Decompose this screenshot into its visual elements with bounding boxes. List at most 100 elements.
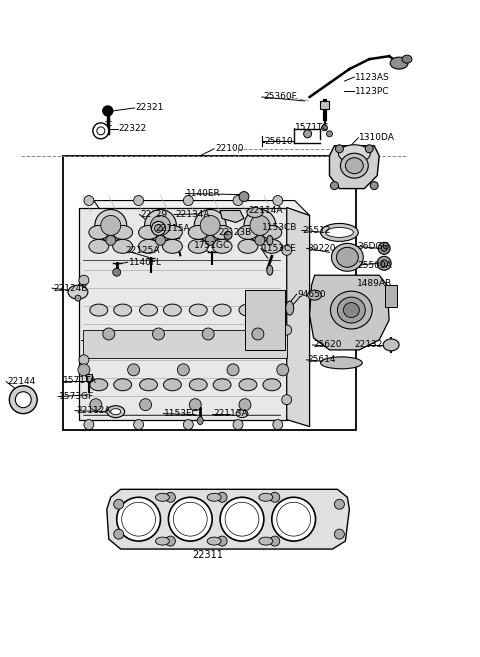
Ellipse shape <box>383 339 399 351</box>
Text: 22100: 22100 <box>215 145 244 153</box>
Text: 1489AB: 1489AB <box>357 279 393 288</box>
Text: 1571TA: 1571TA <box>63 376 97 385</box>
Text: 25620: 25620 <box>313 340 342 350</box>
Text: 22134A: 22134A <box>175 210 210 219</box>
Ellipse shape <box>336 247 358 267</box>
Ellipse shape <box>321 357 362 369</box>
Circle shape <box>133 196 144 206</box>
Circle shape <box>114 499 124 509</box>
Ellipse shape <box>262 239 282 254</box>
Circle shape <box>326 131 333 137</box>
Text: 1153CB: 1153CB <box>262 223 297 232</box>
Ellipse shape <box>286 301 294 315</box>
Circle shape <box>322 125 327 131</box>
Text: 22115A: 22115A <box>156 224 190 233</box>
Ellipse shape <box>113 225 132 239</box>
Ellipse shape <box>236 410 248 418</box>
Text: 22124B: 22124B <box>53 284 87 292</box>
Ellipse shape <box>263 304 281 316</box>
Circle shape <box>282 245 292 256</box>
Ellipse shape <box>114 304 132 316</box>
Circle shape <box>377 256 391 270</box>
Ellipse shape <box>330 291 372 329</box>
Ellipse shape <box>152 221 166 235</box>
Polygon shape <box>94 200 310 215</box>
Ellipse shape <box>207 493 221 501</box>
Bar <box>385 285 397 307</box>
Text: 1573GF: 1573GF <box>59 392 94 401</box>
Ellipse shape <box>325 227 353 237</box>
Circle shape <box>272 497 315 541</box>
Circle shape <box>166 536 175 546</box>
Circle shape <box>250 215 270 235</box>
Circle shape <box>378 242 390 254</box>
Circle shape <box>194 210 226 241</box>
Ellipse shape <box>139 239 158 254</box>
Text: 36DGG: 36DGG <box>357 242 390 251</box>
Circle shape <box>233 196 243 206</box>
Circle shape <box>270 492 280 502</box>
Ellipse shape <box>213 304 231 316</box>
Ellipse shape <box>259 493 273 501</box>
Text: 1123AS: 1123AS <box>355 72 390 81</box>
Circle shape <box>168 497 212 541</box>
Polygon shape <box>107 489 349 549</box>
Ellipse shape <box>402 55 412 63</box>
Ellipse shape <box>239 304 257 316</box>
Polygon shape <box>329 146 379 189</box>
Text: 1310DA: 1310DA <box>360 133 395 143</box>
Ellipse shape <box>89 225 109 239</box>
Ellipse shape <box>197 417 203 424</box>
Circle shape <box>244 210 276 241</box>
Circle shape <box>93 123 109 139</box>
Ellipse shape <box>164 379 181 391</box>
Circle shape <box>106 235 116 245</box>
Ellipse shape <box>113 239 132 254</box>
Circle shape <box>239 192 249 202</box>
Circle shape <box>79 275 89 285</box>
Text: 1153EC: 1153EC <box>165 409 199 418</box>
Circle shape <box>365 145 373 152</box>
Ellipse shape <box>263 379 281 391</box>
Circle shape <box>252 328 264 340</box>
Ellipse shape <box>267 235 273 245</box>
Circle shape <box>205 235 215 245</box>
Text: 1751GC: 1751GC <box>194 241 230 250</box>
Ellipse shape <box>247 208 263 217</box>
Circle shape <box>97 127 105 135</box>
Circle shape <box>277 364 288 376</box>
Circle shape <box>151 215 170 235</box>
Circle shape <box>381 245 387 252</box>
Text: 1571TC: 1571TC <box>295 124 329 132</box>
Circle shape <box>381 260 388 267</box>
Ellipse shape <box>207 537 221 545</box>
Ellipse shape <box>162 225 182 239</box>
Circle shape <box>144 210 176 241</box>
Circle shape <box>79 355 89 365</box>
Circle shape <box>101 215 120 235</box>
Ellipse shape <box>162 239 182 254</box>
Ellipse shape <box>189 379 207 391</box>
Circle shape <box>270 536 280 546</box>
Ellipse shape <box>155 225 162 233</box>
Ellipse shape <box>89 239 109 254</box>
Polygon shape <box>79 208 287 420</box>
Circle shape <box>330 181 338 190</box>
Text: 1140ER: 1140ER <box>186 189 221 198</box>
Circle shape <box>217 492 227 502</box>
Circle shape <box>15 392 31 407</box>
Text: 25360F: 25360F <box>263 93 297 101</box>
Text: 25512: 25512 <box>302 226 331 235</box>
Ellipse shape <box>212 225 232 239</box>
Circle shape <box>103 106 113 116</box>
Ellipse shape <box>90 379 108 391</box>
Ellipse shape <box>189 304 207 316</box>
Ellipse shape <box>343 303 360 317</box>
Circle shape <box>103 328 115 340</box>
Ellipse shape <box>338 145 370 163</box>
Circle shape <box>335 529 344 539</box>
Circle shape <box>227 364 239 376</box>
Bar <box>245 290 285 350</box>
Circle shape <box>370 181 378 190</box>
Text: 22113A: 22113A <box>213 409 248 418</box>
